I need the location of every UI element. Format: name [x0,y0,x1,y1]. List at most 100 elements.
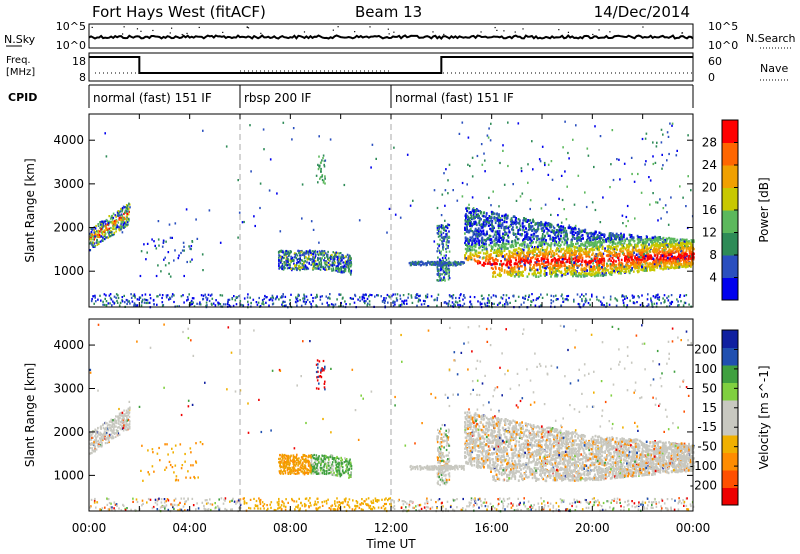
power-point [324,177,326,180]
power-point [303,257,306,260]
power-point [505,301,507,304]
power-point [465,227,468,230]
power-point [445,233,447,236]
power-point [685,294,688,297]
power-point [571,269,573,272]
power-point [687,265,689,268]
power-point [228,305,231,308]
power-point [447,305,449,308]
power-point [606,302,608,305]
power-point [670,302,672,306]
power-point [590,231,593,235]
power-point [446,246,449,249]
power-point [655,264,658,268]
power-point [473,254,475,258]
power-point [546,222,548,225]
power-point [589,269,591,273]
power-point [518,244,521,247]
power-point [596,256,599,260]
power-point [448,294,451,297]
power-point [322,267,325,270]
power-point [323,261,326,264]
power-point [563,264,566,267]
power-point [279,259,281,262]
power-point [297,261,300,264]
power-point [169,296,171,299]
power-point [470,216,473,220]
power-point [631,256,633,259]
power-point [92,295,95,298]
power-point [436,224,439,228]
power-point [445,226,447,229]
power-point [100,235,103,238]
power-point [337,256,339,260]
power-point [421,262,424,266]
power-point [467,217,470,220]
power-point [447,245,449,248]
power-point [325,260,327,263]
power-point [480,210,483,214]
power-point [348,262,351,265]
power-point [334,261,336,264]
power-point [103,303,106,306]
power-point [178,254,180,257]
power-point [451,305,454,308]
power-point [313,264,316,267]
power-point [633,246,636,249]
power-point [664,258,666,262]
power-point [205,296,207,299]
power-point [442,246,444,249]
power-point [105,300,108,303]
power-point [632,301,635,305]
power-point [219,303,222,306]
power-point [615,255,618,259]
power-point [338,261,341,264]
power-point [394,293,396,296]
power-point [255,301,258,304]
power-point [444,279,446,282]
power-point [439,259,442,262]
power-point [666,245,669,248]
power-point [145,301,148,305]
power-point [155,274,158,278]
power-point [279,254,281,258]
power-point [99,222,101,225]
power-point [662,257,665,261]
power-point [465,250,468,253]
power-point [525,256,528,259]
power-point [97,231,99,234]
power-point [398,304,400,307]
power-point [503,242,505,246]
power-point [294,265,297,268]
power-point [683,257,686,260]
power-point [654,254,656,257]
power-point [117,212,120,216]
power-point [122,217,125,220]
power-point [482,252,485,255]
power-point [644,237,647,241]
power-point [123,211,126,214]
power-point [532,274,535,277]
power-point [410,263,412,267]
power-point [112,224,115,227]
power-point [322,181,325,184]
power-point [481,249,484,252]
power-point [101,233,104,236]
power-point [516,237,519,241]
power-point [348,257,351,260]
power-point [103,225,106,228]
power-point [92,245,95,248]
power-point [318,250,321,253]
power-point [498,302,500,305]
power-point [515,254,518,257]
power-point [492,262,495,266]
power-point [290,261,292,264]
power-point [322,157,324,160]
power-point [369,293,371,296]
power-point [186,299,188,302]
power-point [489,227,491,231]
power-point [632,238,634,242]
power-point [169,275,172,278]
power-point [652,242,655,246]
power-point [523,254,526,257]
